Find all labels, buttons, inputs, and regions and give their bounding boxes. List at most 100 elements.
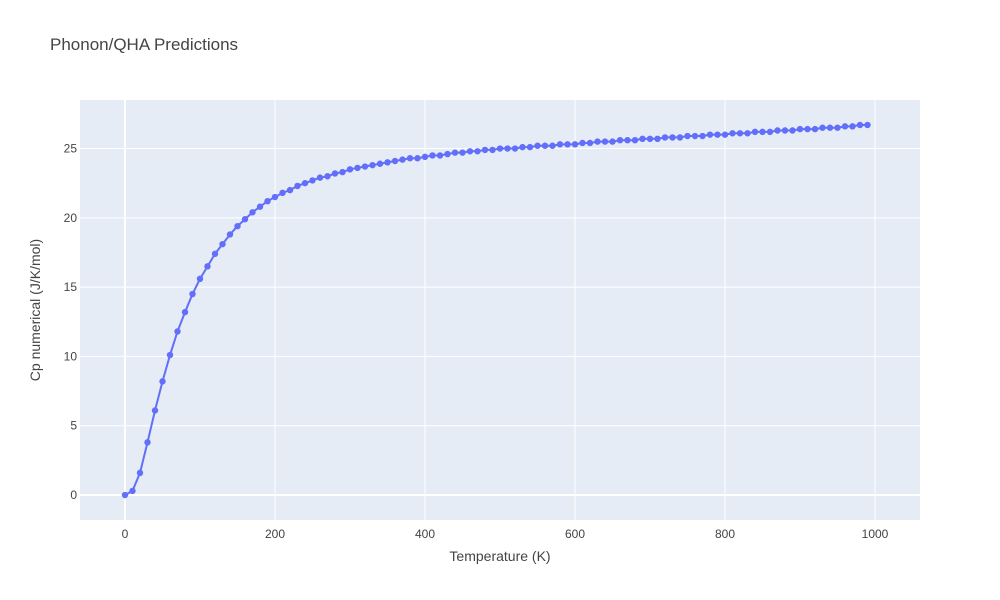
- data-point: [841, 123, 849, 130]
- y-tick-label: 10: [64, 349, 78, 363]
- data-point: [781, 127, 789, 134]
- data-point: [564, 141, 571, 148]
- data-point: [226, 231, 234, 238]
- data-point: [714, 131, 721, 138]
- series-layer: [121, 121, 871, 499]
- data-point: [796, 125, 804, 133]
- data-point: [631, 136, 639, 144]
- data-point: [616, 136, 624, 144]
- data-point: [406, 155, 414, 162]
- data-point: [151, 407, 159, 414]
- data-point: [699, 132, 706, 140]
- x-tick-label: 800: [715, 527, 735, 541]
- data-point: [204, 263, 211, 270]
- data-point: [766, 128, 774, 136]
- data-point: [129, 487, 136, 495]
- data-point: [691, 132, 699, 140]
- data-point: [511, 145, 519, 152]
- data-point: [789, 127, 796, 134]
- data-point: [144, 439, 151, 446]
- data-point: [684, 132, 691, 140]
- data-point: [759, 128, 766, 136]
- data-point: [241, 216, 249, 223]
- data-point: [159, 378, 166, 385]
- data-point: [609, 138, 616, 145]
- y-tick-label: 20: [64, 211, 78, 225]
- data-point: [301, 179, 309, 187]
- data-point: [594, 138, 601, 145]
- data-point: [639, 135, 646, 143]
- data-point: [534, 142, 541, 149]
- x-tick-label: 0: [122, 527, 129, 541]
- y-axis-title: Cp numerical (J/K/mol): [27, 239, 43, 381]
- data-point: [706, 131, 714, 138]
- x-tick-label: 200: [265, 527, 285, 541]
- data-point: [436, 152, 444, 159]
- data-point: [834, 124, 841, 131]
- data-point: [804, 125, 811, 133]
- data-point: [354, 164, 361, 172]
- data-point: [234, 222, 241, 230]
- gridlines: [80, 100, 920, 520]
- chart-title: Phonon/QHA Predictions: [50, 35, 238, 54]
- data-point: [174, 328, 181, 335]
- data-point: [136, 469, 144, 477]
- data-point: [264, 197, 271, 205]
- y-tick-label: 5: [70, 419, 77, 433]
- series-line: [124, 123, 868, 496]
- data-point: [624, 136, 631, 144]
- data-point: [369, 161, 376, 169]
- data-point: [526, 143, 534, 151]
- data-point: [361, 163, 369, 170]
- data-point: [849, 123, 856, 130]
- data-point: [429, 152, 436, 159]
- plot-area: [80, 100, 920, 520]
- data-point: [196, 275, 204, 283]
- data-point: [294, 182, 301, 190]
- data-point: [309, 177, 316, 184]
- data-point: [331, 170, 339, 177]
- y-tick-label: 0: [70, 488, 77, 502]
- data-point: [811, 125, 819, 133]
- data-point: [256, 203, 264, 210]
- data-point: [669, 134, 676, 141]
- data-point: [279, 189, 286, 197]
- data-point: [646, 135, 654, 143]
- data-point: [474, 148, 481, 155]
- data-point: [451, 149, 459, 156]
- data-point: [459, 149, 466, 156]
- data-point: [504, 145, 511, 152]
- x-axis-title: Temperature (K): [449, 548, 550, 564]
- data-point: [601, 138, 609, 145]
- data-point: [466, 148, 474, 155]
- data-point: [586, 139, 594, 147]
- data-point: [661, 134, 669, 141]
- data-point: [481, 146, 489, 154]
- data-point: [819, 124, 826, 131]
- data-point: [496, 145, 504, 152]
- y-tick-label: 25: [64, 142, 78, 156]
- data-point: [826, 124, 834, 131]
- data-point: [121, 491, 129, 499]
- data-point: [744, 130, 751, 137]
- data-point: [211, 250, 219, 258]
- data-point: [519, 143, 526, 151]
- data-point: [541, 142, 549, 149]
- data-point: [181, 308, 189, 316]
- x-tick-label: 1000: [862, 527, 889, 541]
- data-point: [864, 121, 871, 129]
- data-point: [444, 150, 451, 158]
- data-point: [399, 156, 406, 163]
- data-point: [571, 141, 579, 148]
- data-point: [549, 142, 556, 149]
- data-point: [774, 127, 781, 134]
- data-point: [339, 168, 346, 176]
- data-point: [676, 134, 684, 141]
- tick-labels: 0 200 400 600 800 1000 0 5 10 15 20 25: [64, 142, 889, 541]
- data-point: [556, 141, 564, 148]
- data-point: [271, 193, 279, 201]
- data-point: [751, 128, 759, 136]
- data-point: [189, 290, 196, 298]
- data-point: [736, 130, 744, 137]
